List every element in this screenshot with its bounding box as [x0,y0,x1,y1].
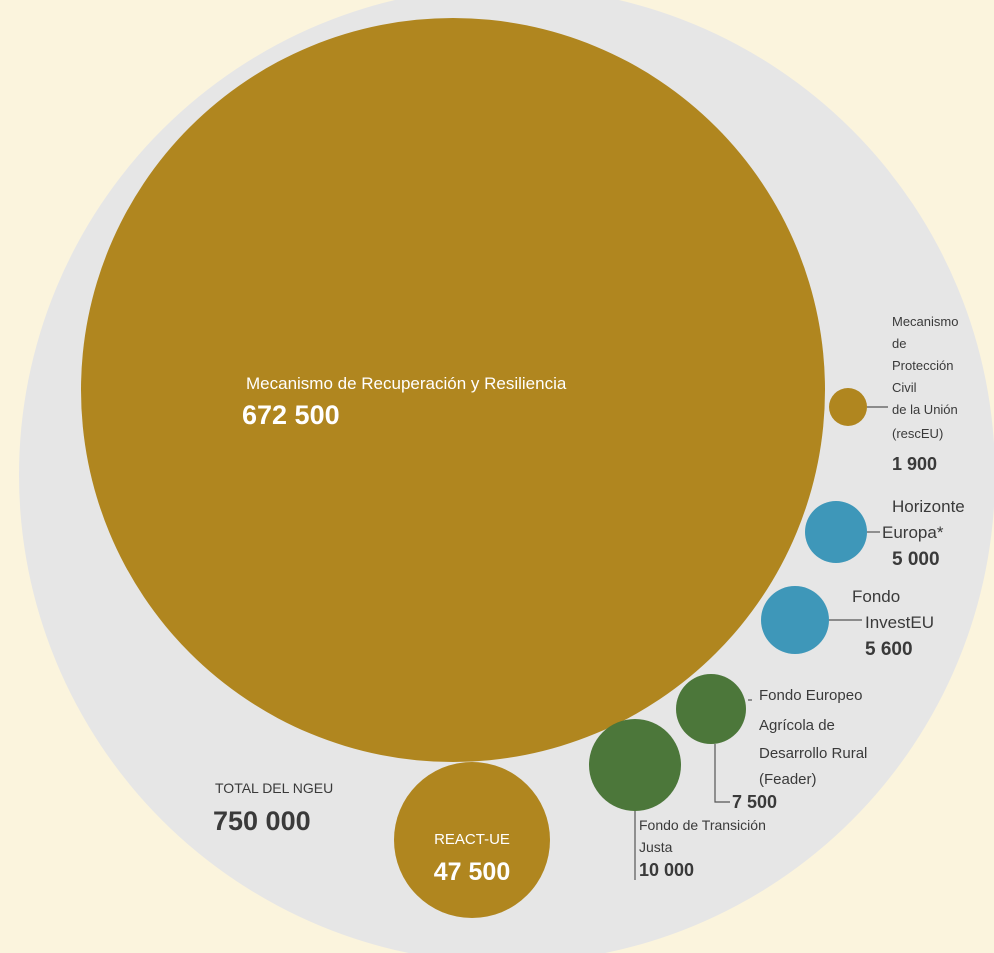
label-horizonte-1: Horizonte [892,497,965,516]
bubble-mrr [81,18,825,762]
label-investeu-2: InvestEU [865,613,934,632]
value-feader: 7 500 [732,792,777,812]
bubble-horizonte [805,501,867,563]
value-resceu: 1 900 [892,454,937,474]
label-horizonte-2: Europa* [882,523,944,542]
total-value: 750 000 [213,806,311,836]
value-horizonte: 5 000 [892,549,940,570]
label-feader-3: Desarrollo Rural [759,745,867,762]
label-resceu-1: Mecanismo [892,314,958,329]
value-react: 47 500 [434,858,510,886]
label-react: REACT-UE [434,831,510,848]
label-resceu-6: (rescEU) [892,426,943,441]
label-resceu-2: de [892,336,906,351]
label-feader-2: Agrícola de [759,717,835,734]
label-resceu-5: de la Unión [892,402,958,417]
label-ftj-1: Fondo de Transición [639,817,766,833]
value-investeu: 5 600 [865,639,913,660]
value-mrr: 672 500 [242,400,340,430]
total-label: TOTAL DEL NGEU [215,780,333,796]
value-ftj: 10 000 [639,860,694,880]
bubble-resceu [829,388,867,426]
bubble-react [394,762,550,918]
label-feader-1: Fondo Europeo [759,687,862,704]
bubble-feader [676,674,746,744]
label-mrr: Mecanismo de Recuperación y Resiliencia [246,374,567,393]
bubble-ftj [589,719,681,811]
label-feader-4: (Feader) [759,771,817,788]
label-investeu-1: Fondo [852,587,900,606]
label-ftj-2: Justa [639,839,673,855]
leader-feader [714,744,730,803]
label-resceu-3: Protección [892,358,953,373]
bubble-investeu [761,586,829,654]
label-resceu-4: Civil [892,380,917,395]
